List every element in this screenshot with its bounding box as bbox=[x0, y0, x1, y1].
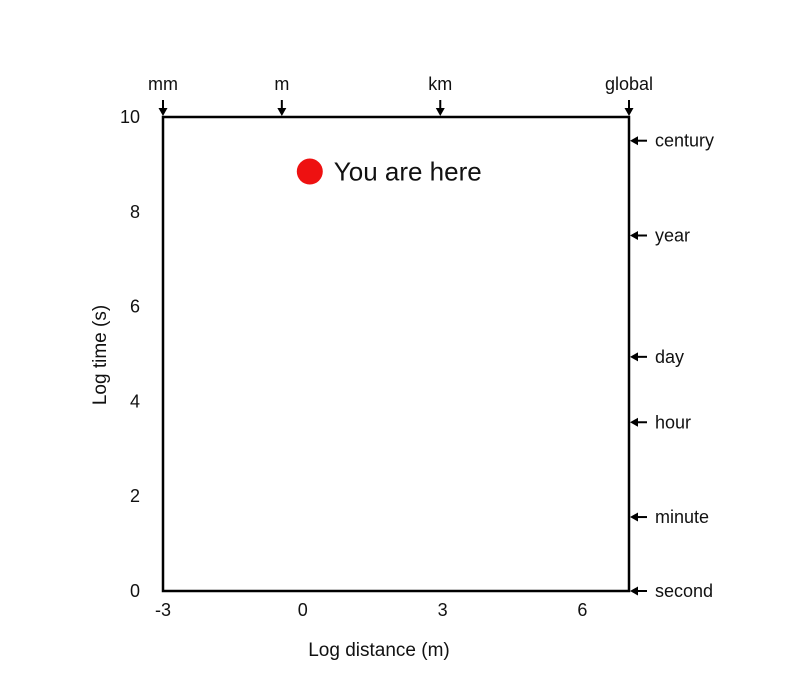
plot-frame bbox=[161, 115, 631, 593]
time-marker-label: day bbox=[655, 347, 684, 367]
x-tick-label: 6 bbox=[577, 600, 587, 620]
x-tick-label: -3 bbox=[155, 600, 171, 620]
left-arrow-icon bbox=[630, 417, 638, 427]
data-point bbox=[296, 158, 323, 185]
distance-marker-label: km bbox=[428, 74, 452, 94]
time-marker-label: century bbox=[655, 131, 714, 151]
distance-marker-label: mm bbox=[148, 74, 178, 94]
y-tick-label: 0 bbox=[130, 581, 140, 601]
distance-marker: mm bbox=[148, 74, 178, 116]
distance-marker-label: m bbox=[274, 74, 289, 94]
left-arrow-icon bbox=[630, 352, 638, 362]
distance-marker: m bbox=[274, 74, 289, 116]
down-arrow-icon bbox=[277, 108, 287, 116]
time-marker-label: hour bbox=[655, 412, 691, 432]
left-arrow-icon bbox=[630, 231, 638, 240]
down-arrow-icon bbox=[435, 108, 445, 116]
time-marker-label: minute bbox=[655, 507, 709, 527]
distance-markers: mm m km global bbox=[148, 74, 653, 116]
y-tick-label: 2 bbox=[130, 486, 140, 506]
time-marker: second bbox=[630, 581, 713, 601]
left-arrow-icon bbox=[630, 512, 638, 522]
time-marker: day bbox=[630, 347, 684, 367]
down-arrow-icon bbox=[158, 108, 168, 116]
y-axis-label: Log time (s) bbox=[90, 305, 111, 405]
time-marker: hour bbox=[630, 412, 691, 432]
time-marker-label: year bbox=[655, 226, 690, 246]
x-tick-labels: -3 0 3 6 bbox=[155, 600, 587, 620]
x-axis-label: Log distance (m) bbox=[308, 640, 450, 661]
y-tick-label: 10 bbox=[120, 107, 140, 127]
left-arrow-icon bbox=[630, 136, 638, 146]
time-marker: century bbox=[630, 131, 714, 151]
time-markers: century year day hour minute second bbox=[630, 131, 714, 601]
y-tick-label: 4 bbox=[130, 391, 140, 411]
distance-marker: global bbox=[605, 74, 653, 116]
time-marker: year bbox=[630, 226, 690, 246]
distance-marker: km bbox=[428, 74, 452, 116]
x-tick-label: 0 bbox=[298, 600, 308, 620]
data-point-label: You are here bbox=[334, 157, 482, 187]
left-arrow-icon bbox=[630, 586, 638, 596]
time-marker: minute bbox=[630, 507, 709, 527]
data-points: You are here bbox=[296, 157, 482, 187]
y-tick-labels: 0 2 4 6 8 10 bbox=[120, 107, 140, 601]
time-marker-label: second bbox=[655, 581, 713, 601]
y-tick-label: 6 bbox=[130, 297, 140, 317]
y-tick-label: 8 bbox=[130, 202, 140, 222]
x-tick-label: 3 bbox=[438, 600, 448, 620]
distance-marker-label: global bbox=[605, 74, 653, 94]
down-arrow-icon bbox=[624, 108, 634, 116]
